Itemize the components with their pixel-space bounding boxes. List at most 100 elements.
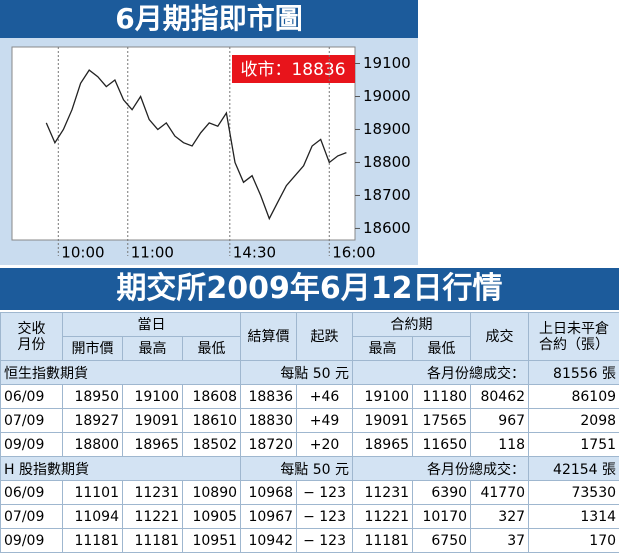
header-cell: 開市價 [63, 337, 123, 361]
cell: 86109 [529, 385, 619, 409]
cell: 37 [471, 529, 529, 553]
chart-title: 6月期指即市圖 [115, 2, 302, 35]
header-line: 上日未平倉 [532, 321, 616, 337]
header-cell: 最低 [183, 337, 241, 361]
cell: 18830 [241, 409, 297, 433]
cell: 6390 [413, 481, 471, 505]
cell: 11101 [63, 481, 123, 505]
cell: 11180 [413, 385, 471, 409]
cell: 18965 [353, 433, 413, 457]
header-cell: 起跌 [297, 313, 353, 361]
cell: 1314 [529, 505, 619, 529]
cell: +46 [297, 385, 353, 409]
table-title: 期交所2009年6月12日行情 [0, 268, 619, 310]
header-cell: 上日未平倉合約（張） [529, 313, 619, 361]
cell: 18720 [241, 433, 297, 457]
table-row: 交收月份當日結算價起跌合約期成交上日未平倉合約（張） [1, 313, 619, 337]
cell: 10170 [413, 505, 471, 529]
header-cell: 結算價 [241, 313, 297, 361]
cell: 80462 [471, 385, 529, 409]
cell: +20 [297, 433, 353, 457]
cell: 09/09 [1, 529, 63, 553]
cell: 118 [471, 433, 529, 457]
cell: 11231 [353, 481, 413, 505]
header-cell: 當日 [63, 313, 241, 337]
cell: 327 [471, 505, 529, 529]
cell: 967 [471, 409, 529, 433]
cell: 170 [529, 529, 619, 553]
y-tick-label: 18900 [363, 120, 411, 138]
cell: 17565 [413, 409, 471, 433]
header-cell: 最低 [413, 337, 471, 361]
section-unit: 每點 50 元 [241, 361, 353, 385]
cell: 18800 [63, 433, 123, 457]
y-tick-label: 18600 [363, 219, 411, 237]
x-tick-label: 11:00 [131, 244, 174, 262]
cell: 10890 [183, 481, 241, 505]
cell: 10968 [241, 481, 297, 505]
y-tick-label: 19000 [363, 87, 411, 105]
section-total: 42154 張 [529, 457, 619, 481]
cell: 1751 [529, 433, 619, 457]
table-row: H 股指數期貨每點 50 元各月份總成交：42154 張 [1, 457, 619, 481]
header-cell: 最高 [123, 337, 183, 361]
cell: 19100 [353, 385, 413, 409]
cell: 10905 [183, 505, 241, 529]
cell: 07/09 [1, 505, 63, 529]
cell: 11181 [63, 529, 123, 553]
cell: 11231 [123, 481, 183, 505]
quote-table: 交收月份當日結算價起跌合約期成交上日未平倉合約（張）開市價最高最低最高最低恒生指… [0, 312, 619, 553]
cell: 18950 [63, 385, 123, 409]
cell: 09/09 [1, 433, 63, 457]
cell: 18927 [63, 409, 123, 433]
cell: − 123 [297, 505, 353, 529]
annotation: 收市：18836 [240, 60, 345, 80]
cell: 18965 [123, 433, 183, 457]
page: 6月期指即市圖 收市：18836 18600 18700 18800 18900 190… [0, 0, 619, 539]
header-cell: 最高 [353, 337, 413, 361]
cell: 18608 [183, 385, 241, 409]
cell: 11181 [123, 529, 183, 553]
x-tick-label: 10:00 [61, 244, 104, 262]
cell: 06/09 [1, 481, 63, 505]
header-line: 月份 [4, 337, 59, 353]
cell: 6750 [413, 529, 471, 553]
header-line: 合約（張） [532, 337, 616, 353]
header-line: 交收 [4, 321, 59, 337]
cell: − 123 [297, 481, 353, 505]
x-tick-label: 14:30 [233, 244, 276, 262]
cell: − 123 [297, 529, 353, 553]
cell: 07/09 [1, 409, 63, 433]
section-name: H 股指數期貨 [1, 457, 241, 481]
section-total-label: 各月份總成交： [353, 361, 529, 385]
cell: 18502 [183, 433, 241, 457]
x-tick-label: 16:00 [332, 244, 375, 262]
cell: 10942 [241, 529, 297, 553]
cell: 18836 [241, 385, 297, 409]
cell: +49 [297, 409, 353, 433]
cell: 19091 [123, 409, 183, 433]
section-name: 恒生指數期貨 [1, 361, 241, 385]
cell: 11221 [353, 505, 413, 529]
cell: 19091 [353, 409, 413, 433]
cell: 2098 [529, 409, 619, 433]
y-tick-label: 18800 [363, 153, 411, 171]
section-total: 81556 張 [529, 361, 619, 385]
section-total-label: 各月份總成交： [353, 457, 529, 481]
cell: 18610 [183, 409, 241, 433]
cell: 10967 [241, 505, 297, 529]
table-row: 恒生指數期貨每點 50 元各月份總成交：81556 張 [1, 361, 619, 385]
cell: 19100 [123, 385, 183, 409]
cell: 73530 [529, 481, 619, 505]
y-tick-label: 19100 [363, 54, 411, 72]
cell: 10951 [183, 529, 241, 553]
header-cell: 交收月份 [1, 313, 63, 361]
cell: 11221 [123, 505, 183, 529]
cell: 11181 [353, 529, 413, 553]
y-tick-label: 18700 [363, 186, 411, 204]
section-unit: 每點 50 元 [241, 457, 353, 481]
